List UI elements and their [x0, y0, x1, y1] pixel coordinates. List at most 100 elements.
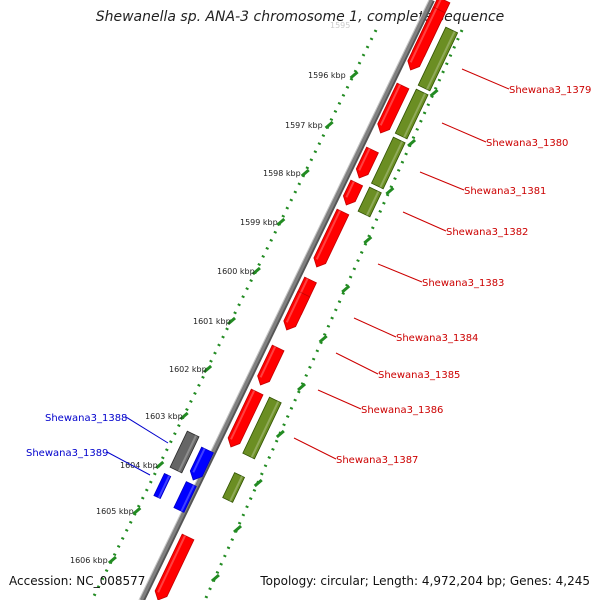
tick-label: 1598 kbp [263, 169, 301, 178]
forward-gene-shine [358, 148, 371, 171]
gene-label-right: Shewana3_1383 [422, 278, 504, 289]
gene-label-right: Shewana3_1385 [378, 370, 460, 381]
forward-gene-shine [379, 84, 402, 126]
tick-label: 1597 kbp [285, 121, 323, 130]
inner-major-tick [210, 573, 220, 583]
major-tick [251, 266, 261, 276]
label-leader [402, 211, 447, 232]
gene-label-right: Shewana3_1380 [486, 138, 568, 149]
other-gene-shine [180, 484, 195, 512]
topology-text: Topology: circular; Length: 4,972,204 bp… [260, 574, 590, 588]
label-leader [293, 437, 337, 460]
reverse-gene-shine [379, 140, 404, 188]
major-tick [324, 120, 334, 130]
pseudo-gene [169, 430, 200, 474]
reverse-gene-shine [403, 92, 427, 138]
tick-label: 1599 kbp [240, 218, 278, 227]
reverse-gene [222, 472, 246, 503]
reverse-gene-shine [365, 190, 380, 216]
gene-label-right: Shewana3_1381 [464, 186, 546, 197]
reverse-gene [394, 88, 429, 140]
tick-label: 1602 kbp [169, 365, 207, 374]
tick-label: 1603 kbp [145, 412, 183, 421]
accession-text: Accession: NC_008577 [9, 574, 146, 588]
forward-gene [313, 208, 350, 268]
forward-gene [227, 388, 264, 448]
inner-major-tick [385, 186, 395, 196]
label-leader [335, 352, 379, 375]
gene-label-right: Shewana3_1379 [509, 85, 591, 96]
forward-gene-shine [259, 346, 277, 378]
forward-gene [257, 344, 285, 386]
other-gene [153, 472, 172, 500]
forward-gene-shine [157, 535, 187, 593]
label-leaders [106, 68, 510, 476]
tick-label: 1596 kbp [308, 71, 346, 80]
inner-major-tick [341, 284, 351, 294]
forward-gene-shine [409, 8, 438, 63]
inner-tick-ring [203, 29, 464, 600]
tick-label: 1600 kbp [217, 267, 255, 276]
gene-label-right: Shewana3_1387 [336, 455, 418, 466]
other-gene-shine [192, 448, 206, 473]
tick-label: 1601 kbp [193, 317, 231, 326]
major-tick [349, 70, 359, 80]
reverse-gene-shine [229, 475, 244, 502]
major-tick [227, 316, 236, 326]
other-gene [189, 446, 214, 481]
tick-label: 1606 kbp [70, 556, 108, 565]
label-leader [441, 122, 487, 143]
major-tick [107, 555, 117, 565]
reverse-gene [417, 26, 459, 92]
forward-gene-shine [230, 390, 256, 440]
forward-gene [355, 146, 379, 179]
forward-gene [154, 533, 195, 600]
forward-gene-shine [285, 292, 302, 323]
forward-gene-shine [315, 210, 341, 260]
gene-features [153, 0, 459, 600]
reverse-gene-shine [250, 400, 280, 458]
inner-major-tick [363, 235, 373, 245]
label-leader [125, 416, 169, 444]
tick-label: 1604 kbp [120, 461, 158, 470]
gene-label-right: Shewana3_1386 [361, 405, 443, 416]
reverse-gene [242, 396, 282, 460]
gene-labels: Shewana3_1379 Shewana3_1380 Shewana3_1381 S… [26, 85, 591, 466]
forward-gene [407, 6, 446, 71]
label-leader [377, 263, 423, 283]
major-tick [300, 168, 310, 178]
inner-major-tick [253, 478, 263, 488]
label-leader [353, 317, 397, 338]
inner-major-tick [233, 524, 242, 534]
inner-major-tick [429, 88, 439, 98]
major-tick [132, 506, 142, 516]
forward-gene [342, 179, 364, 206]
inner-major-tick [318, 334, 328, 344]
forward-gene-shine [345, 181, 355, 198]
ruler-ticks: 1595 1596 kbp 1597 kbp 1598 kbp 1599 kbp 1600… [70, 21, 464, 600]
major-tick [203, 364, 213, 374]
label-leader [461, 68, 510, 90]
major-tick [179, 411, 189, 421]
label-leader [317, 389, 362, 410]
gene-label-left: Shewana3_1388 [45, 413, 127, 424]
gene-label-right: Shewana3_1384 [396, 333, 478, 344]
map-title: Shewanella sp. ANA-3 chromosome 1, compl… [95, 9, 505, 25]
forward-gene [377, 82, 410, 134]
forward-gene [283, 290, 311, 331]
inner-major-tick [297, 382, 307, 392]
pseudo-gene-shine [177, 434, 198, 472]
faded-tick-label: 1595 [330, 21, 350, 30]
gene-label-right: Shewana3_1382 [446, 227, 528, 238]
inner-major-tick [407, 138, 417, 148]
reverse-gene [370, 136, 406, 190]
other-gene [173, 481, 197, 513]
other-gene-shine [157, 475, 171, 499]
major-tick [155, 460, 165, 470]
inner-major-tick [275, 429, 285, 439]
label-leader [106, 451, 151, 476]
major-tick [276, 217, 286, 227]
reverse-gene-shine [426, 30, 456, 90]
